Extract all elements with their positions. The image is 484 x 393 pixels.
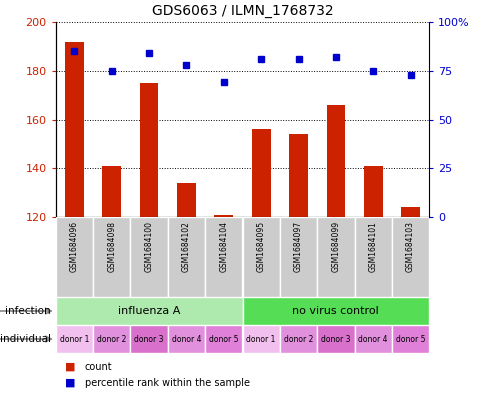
Bar — [205, 325, 242, 353]
Bar — [93, 325, 130, 353]
Text: GSM1684103: GSM1684103 — [405, 221, 414, 272]
Bar — [139, 83, 158, 217]
Text: donor 2: donor 2 — [97, 334, 126, 343]
Bar — [242, 217, 279, 297]
Bar — [279, 217, 317, 297]
Text: GSM1684099: GSM1684099 — [331, 221, 340, 272]
Bar — [65, 42, 84, 217]
Text: GSM1684098: GSM1684098 — [107, 221, 116, 272]
Bar — [251, 129, 270, 217]
Text: GSM1684095: GSM1684095 — [256, 221, 265, 272]
Bar — [93, 217, 130, 297]
Bar — [167, 325, 205, 353]
Text: infection: infection — [5, 306, 51, 316]
Bar — [317, 325, 354, 353]
Text: GSM1684096: GSM1684096 — [70, 221, 79, 272]
Bar — [391, 217, 428, 297]
Text: count: count — [85, 362, 112, 372]
Text: ■: ■ — [65, 362, 76, 372]
Text: individual: individual — [0, 334, 51, 344]
Text: donor 3: donor 3 — [134, 334, 164, 343]
Text: no virus control: no virus control — [292, 306, 378, 316]
Text: GSM1684100: GSM1684100 — [144, 221, 153, 272]
Bar — [130, 325, 167, 353]
Bar — [317, 217, 354, 297]
Text: GDS6063 / ILMN_1768732: GDS6063 / ILMN_1768732 — [151, 4, 333, 18]
Text: influenza A: influenza A — [118, 306, 180, 316]
Bar — [400, 207, 419, 217]
Bar — [56, 297, 242, 325]
Text: donor 1: donor 1 — [246, 334, 275, 343]
Text: ■: ■ — [65, 378, 76, 388]
Bar — [205, 217, 242, 297]
Bar — [391, 325, 428, 353]
Text: GSM1684102: GSM1684102 — [182, 221, 191, 272]
Text: donor 2: donor 2 — [283, 334, 313, 343]
Bar — [56, 325, 93, 353]
Bar — [288, 134, 307, 217]
Bar — [326, 105, 345, 217]
Bar — [354, 325, 391, 353]
Bar — [242, 325, 279, 353]
Text: GSM1684104: GSM1684104 — [219, 221, 228, 272]
Text: donor 5: donor 5 — [209, 334, 238, 343]
Text: GSM1684101: GSM1684101 — [368, 221, 377, 272]
Text: donor 1: donor 1 — [60, 334, 89, 343]
Bar — [214, 215, 233, 217]
Bar — [242, 297, 428, 325]
Bar — [167, 217, 205, 297]
Text: donor 4: donor 4 — [171, 334, 201, 343]
Bar — [102, 166, 121, 217]
Bar — [363, 166, 382, 217]
Bar — [279, 325, 317, 353]
Text: donor 3: donor 3 — [320, 334, 350, 343]
Bar — [177, 183, 196, 217]
Bar — [354, 217, 391, 297]
Text: GSM1684097: GSM1684097 — [293, 221, 302, 272]
Text: percentile rank within the sample: percentile rank within the sample — [85, 378, 249, 388]
Text: donor 5: donor 5 — [395, 334, 424, 343]
Text: donor 4: donor 4 — [358, 334, 387, 343]
Bar — [130, 217, 167, 297]
Bar — [56, 217, 93, 297]
